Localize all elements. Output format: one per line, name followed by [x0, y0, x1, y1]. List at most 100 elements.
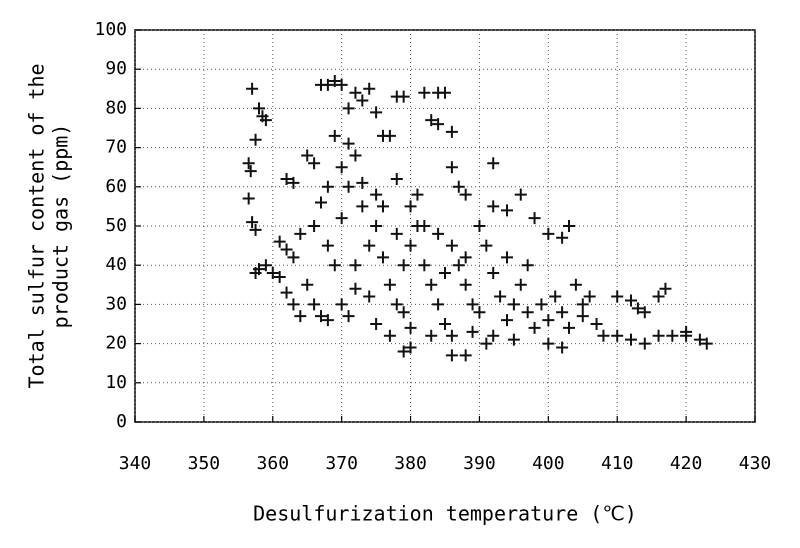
data-point	[576, 310, 589, 323]
data-point	[246, 82, 259, 95]
data-point	[418, 220, 431, 232]
data-point	[308, 298, 321, 311]
data-point	[335, 212, 348, 225]
data-point	[308, 220, 321, 232]
data-point	[452, 180, 465, 193]
x-tick-label: 360	[257, 453, 290, 474]
data-point	[556, 306, 569, 319]
data-point	[549, 290, 562, 303]
data-point	[287, 251, 300, 264]
data-point	[342, 137, 355, 150]
data-point	[370, 220, 383, 232]
data-point	[480, 337, 493, 350]
data-point	[445, 125, 458, 138]
data-point	[700, 337, 713, 350]
y-tick-label: 70	[105, 137, 127, 158]
data-point	[370, 106, 383, 119]
data-point	[439, 267, 451, 280]
data-point	[349, 259, 362, 272]
data-point	[328, 259, 341, 272]
data-point	[321, 239, 334, 252]
x-tick-label: 430	[739, 453, 772, 474]
data-point	[611, 290, 624, 303]
data-point	[363, 82, 376, 95]
data-point	[631, 302, 644, 315]
data-point	[638, 306, 651, 319]
data-point	[542, 227, 555, 240]
data-point	[315, 196, 327, 209]
data-point	[652, 329, 665, 342]
data-point	[335, 298, 348, 311]
data-point	[459, 251, 472, 264]
data-point	[356, 200, 369, 213]
data-point	[494, 290, 507, 303]
y-tick-label: 100	[94, 19, 127, 40]
data-point	[335, 161, 348, 174]
data-point	[259, 259, 272, 272]
data-point	[432, 298, 445, 311]
data-point	[356, 94, 369, 107]
data-point	[411, 188, 424, 201]
data-point	[370, 188, 383, 201]
data-point	[349, 86, 362, 99]
data-point	[459, 188, 472, 201]
data-point	[246, 216, 259, 229]
data-point	[590, 318, 603, 330]
data-point	[280, 243, 293, 256]
data-point	[556, 231, 569, 244]
data-point	[342, 310, 355, 323]
data-point	[583, 290, 596, 303]
data-point	[480, 239, 493, 252]
data-point	[528, 212, 541, 225]
data-point	[445, 329, 458, 342]
data-point	[439, 318, 451, 330]
data-point	[542, 337, 555, 350]
data-point	[693, 333, 706, 346]
data-point	[611, 329, 624, 342]
data-point	[349, 149, 362, 162]
data-point	[521, 259, 534, 272]
data-point	[501, 314, 513, 327]
data-point	[597, 329, 610, 342]
y-tick-label: 90	[105, 58, 127, 79]
data-point	[390, 227, 403, 240]
data-point	[425, 278, 438, 291]
data-point	[445, 239, 458, 252]
data-point	[487, 157, 500, 170]
y-tick-label: 20	[105, 333, 127, 354]
data-point	[666, 329, 679, 342]
data-point	[625, 294, 637, 307]
data-point	[528, 321, 541, 334]
data-point	[363, 239, 376, 252]
data-point	[321, 78, 334, 91]
data-point	[242, 192, 255, 205]
data-point	[242, 157, 255, 170]
data-point	[356, 176, 369, 189]
y-tick-label: 10	[105, 372, 127, 393]
data-point	[501, 204, 513, 217]
data-point	[473, 306, 486, 319]
data-point	[680, 325, 693, 338]
data-point	[397, 306, 410, 319]
data-point	[321, 180, 334, 193]
data-point	[432, 227, 445, 240]
data-point	[328, 74, 341, 87]
x-tick-label: 390	[463, 453, 496, 474]
data-point	[335, 78, 348, 91]
x-tick-label: 400	[532, 453, 565, 474]
data-point	[244, 165, 257, 178]
data-point	[638, 337, 651, 350]
data-point	[273, 270, 286, 283]
data-point	[535, 298, 548, 311]
data-point	[625, 333, 637, 346]
data-point	[418, 86, 431, 99]
data-point	[404, 239, 417, 252]
data-point	[253, 102, 265, 115]
y-axis-label-line: product gas (ppm)	[49, 124, 73, 329]
data-point	[249, 133, 262, 146]
data-point	[425, 114, 438, 127]
data-point	[556, 341, 569, 354]
data-point	[487, 267, 500, 280]
data-point	[266, 267, 279, 280]
